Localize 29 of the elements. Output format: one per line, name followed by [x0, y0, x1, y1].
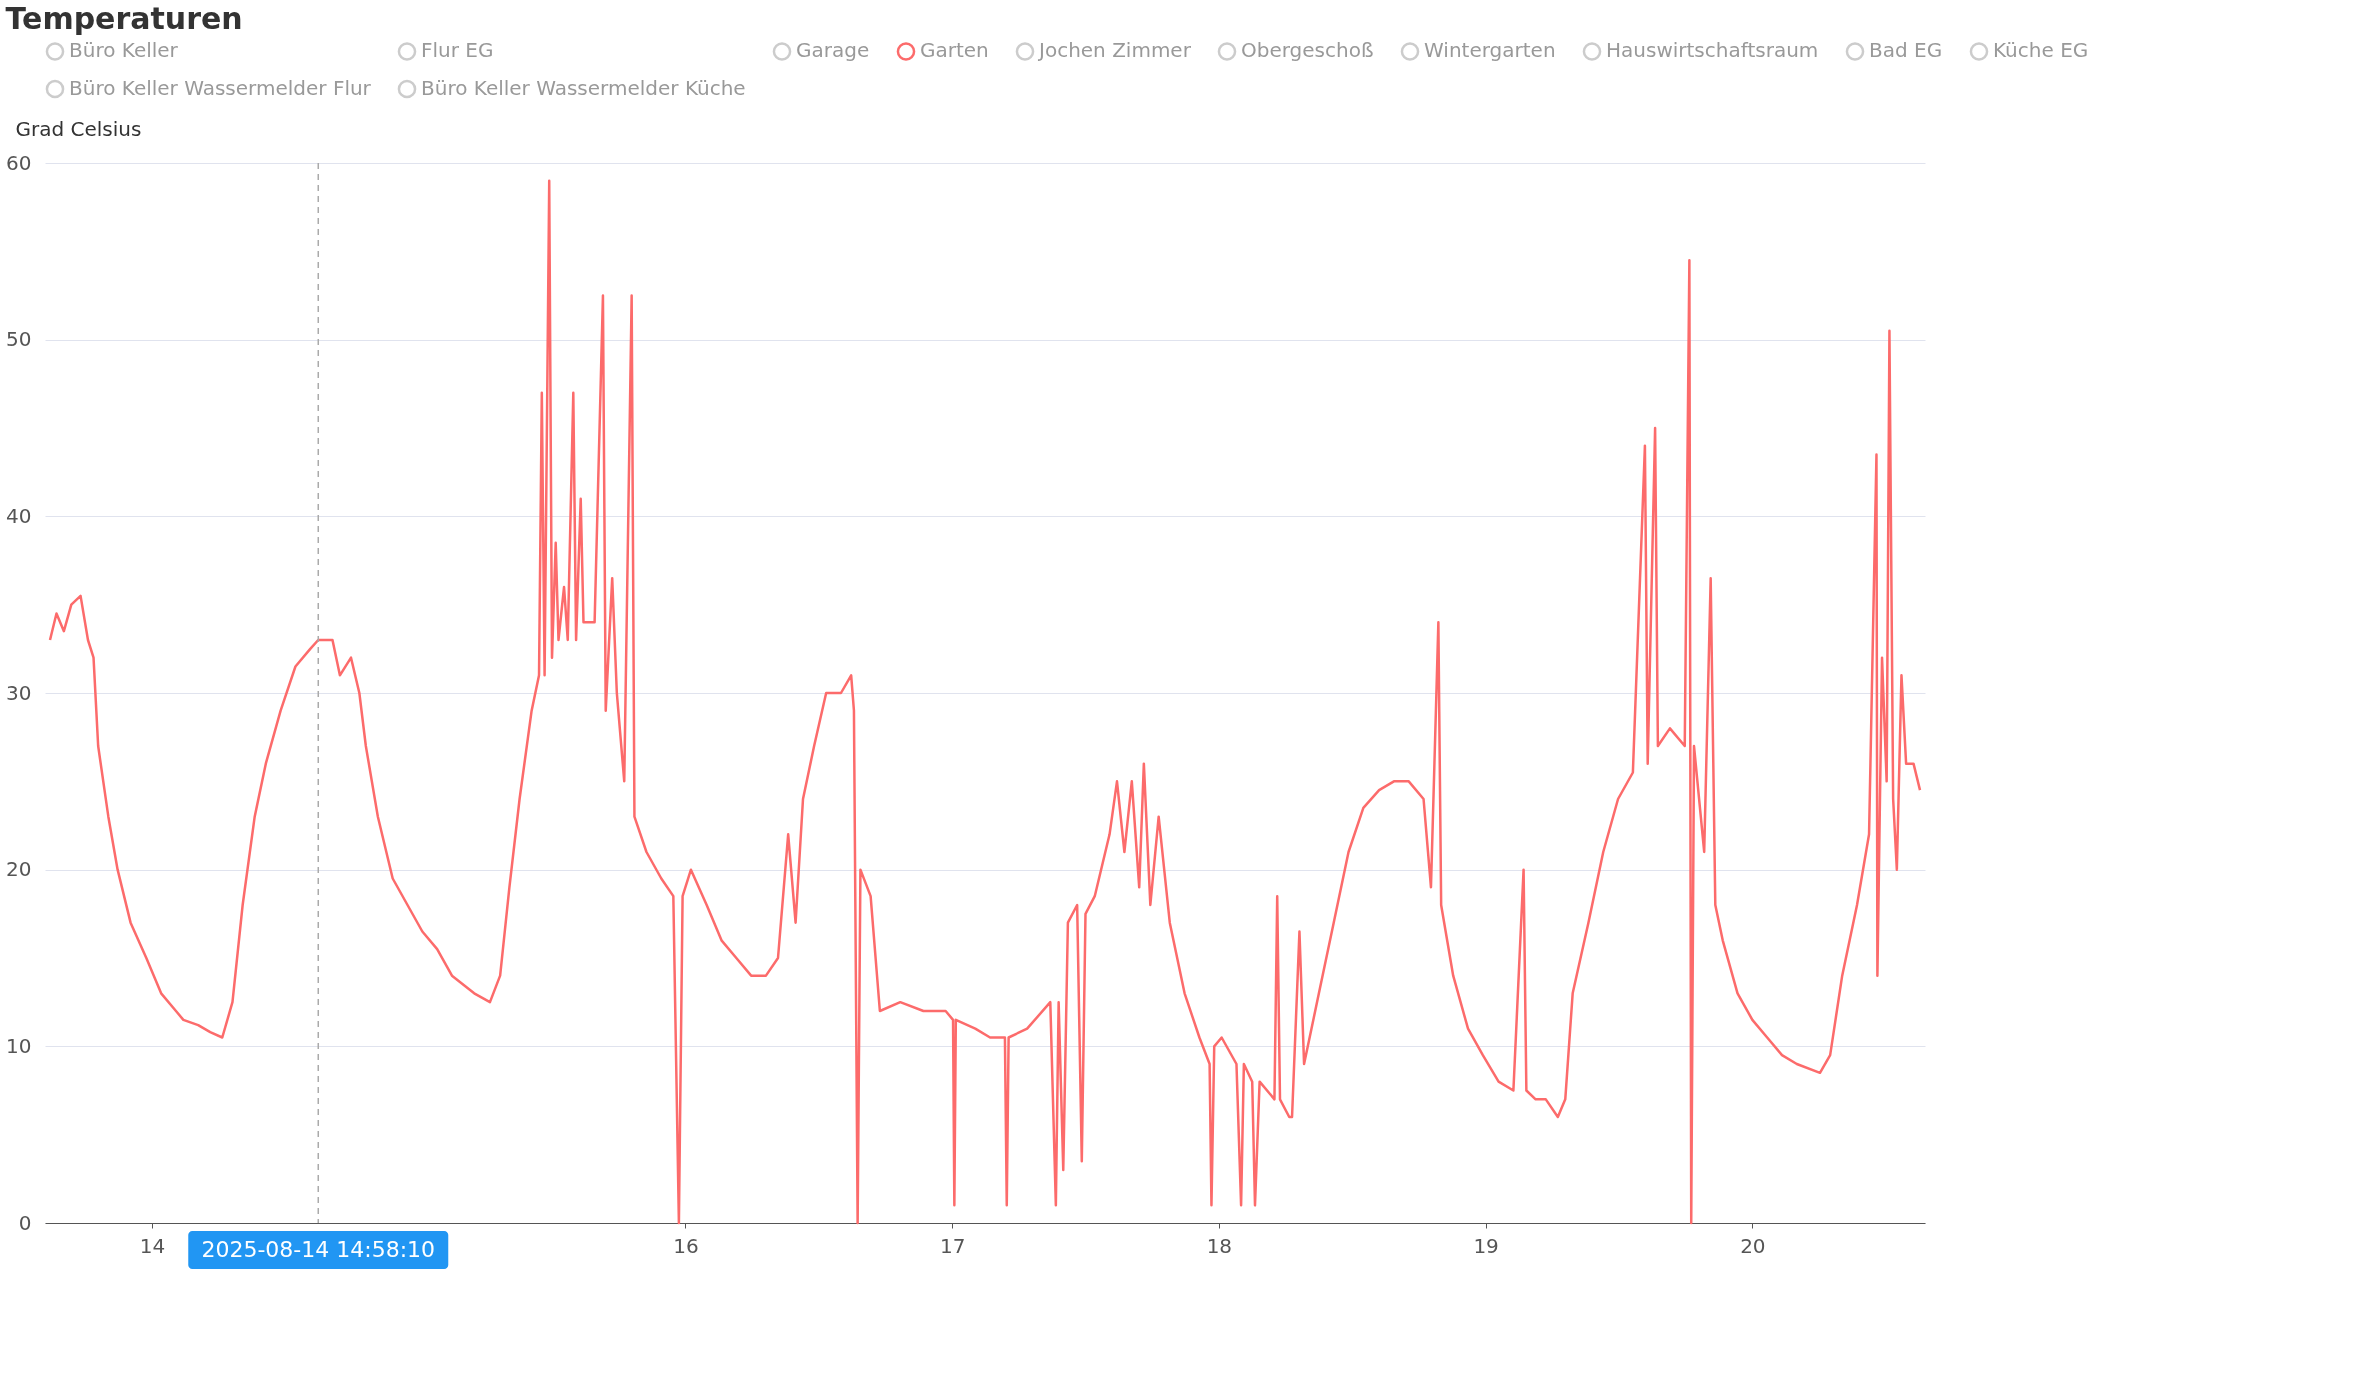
- y-tick-label: 50: [6, 327, 32, 352]
- x-tick-label: 14: [139, 1233, 166, 1258]
- y-tick-label: 30: [6, 680, 32, 705]
- legend-label: Büro Keller Wassermelder Küche: [421, 76, 746, 100]
- legend-label: Küche EG: [1993, 38, 2089, 63]
- legend-label: Garten: [920, 38, 989, 63]
- ref-line-label: 2025-08-14 14:58:10: [201, 1237, 436, 1262]
- y-axis-title: Grad Celsius: [15, 116, 142, 141]
- x-tick-label: 19: [1473, 1233, 1499, 1258]
- legend-label: Büro Keller: [69, 38, 179, 63]
- legend-label: Jochen Zimmer: [1037, 38, 1192, 63]
- y-tick-label: 60: [6, 150, 32, 175]
- x-tick-label: 17: [939, 1233, 966, 1258]
- legend-label: Bad EG: [1869, 38, 1943, 63]
- legend-label: Obergeschoß: [1241, 38, 1374, 63]
- x-tick-label: 16: [673, 1233, 699, 1258]
- legend-label: Büro Keller Wassermelder Flur: [69, 76, 372, 100]
- y-tick-label: 10: [6, 1033, 32, 1058]
- legend-label: Wintergarten: [1424, 38, 1556, 63]
- x-tick-label: 18: [1206, 1233, 1233, 1258]
- y-tick-label: 40: [6, 503, 32, 528]
- legend-label: Flur EG: [421, 38, 494, 63]
- x-tick-label: 20: [1740, 1233, 1766, 1258]
- legend-label: Garage: [796, 38, 870, 63]
- chart-title: Temperaturen: [5, 1, 243, 36]
- legend-label: Hauswirtschaftsraum: [1606, 38, 1819, 63]
- y-tick-label: 0: [18, 1210, 32, 1235]
- line-series: [48, 179, 1922, 1225]
- y-tick-label: 20: [6, 857, 32, 882]
